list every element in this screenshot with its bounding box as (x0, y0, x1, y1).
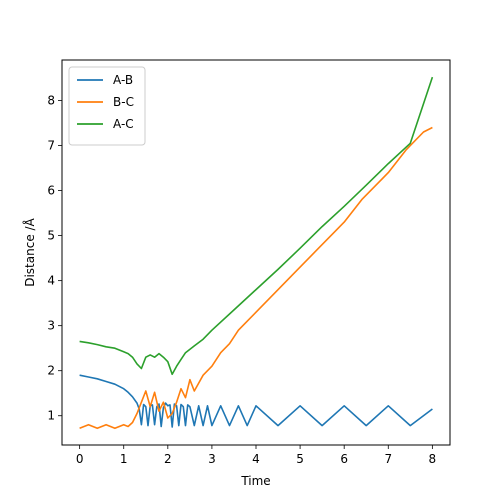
x-tick-label: 6 (340, 452, 348, 466)
x-tick-label: 8 (429, 452, 437, 466)
y-tick-label: 1 (47, 409, 55, 423)
x-tick-label: 0 (76, 452, 84, 466)
series-line-b-c (79, 126, 433, 430)
y-axis-ticks: 1 2 3 4 5 6 7 8 (47, 94, 62, 423)
x-tick-label: 4 (252, 452, 260, 466)
y-axis-label: Distance /Å (22, 217, 37, 286)
y-tick-label: 2 (47, 364, 55, 378)
x-tick-label: 2 (164, 452, 172, 466)
x-tick-label: 5 (296, 452, 304, 466)
x-axis-label: Time (240, 474, 270, 488)
y-tick-label: 6 (47, 184, 55, 198)
y-tick-label: 3 (47, 319, 55, 333)
legend: A-B B-C A-C (68, 66, 146, 146)
x-tick-label: 1 (120, 452, 128, 466)
legend-label-a-c: A-C (113, 117, 134, 131)
series-line-a-c (79, 76, 434, 376)
y-tick-label: 4 (47, 274, 55, 288)
y-tick-label: 5 (47, 229, 55, 243)
legend-box (68, 66, 146, 146)
series-layer (79, 76, 434, 430)
y-tick-label: 8 (47, 94, 55, 108)
legend-label-a-b: A-B (113, 73, 133, 87)
x-axis-ticks: 0 1 2 3 4 5 6 7 8 (76, 445, 436, 466)
legend-label-b-c: B-C (113, 95, 134, 109)
y-tick-label: 7 (47, 139, 55, 153)
x-tick-label: 7 (384, 452, 392, 466)
series-line-a-b (79, 374, 433, 428)
x-tick-label: 3 (208, 452, 216, 466)
